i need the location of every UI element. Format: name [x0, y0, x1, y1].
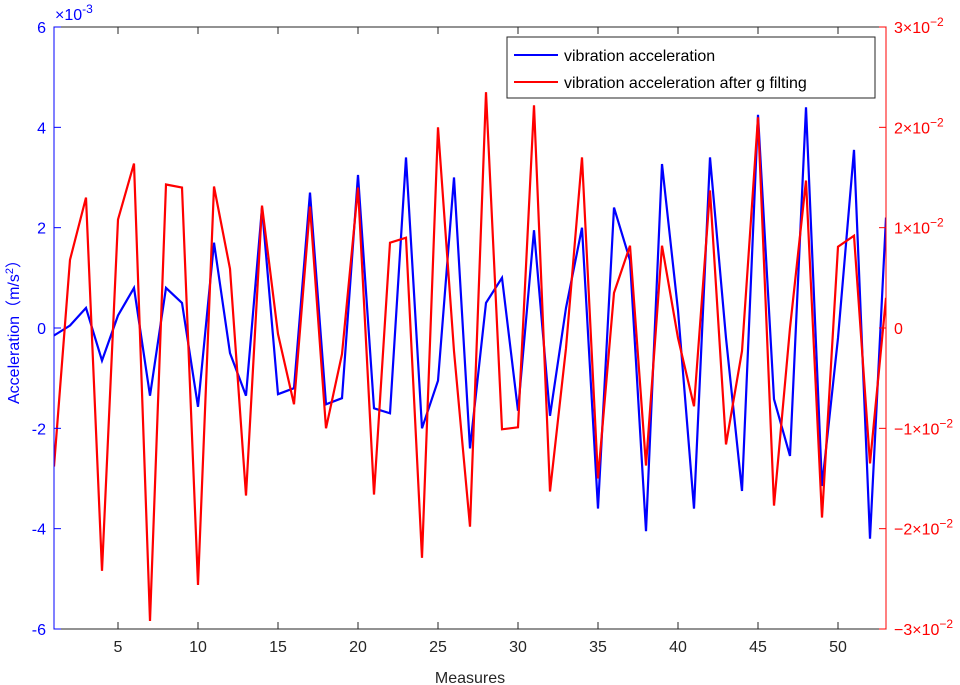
right-y-tick-label: −3×10−2	[894, 617, 953, 639]
legend-label-blue: vibration acceleration	[564, 48, 715, 65]
x-tick-label: 5	[114, 639, 123, 656]
series-line-after-g-filtering	[54, 92, 886, 622]
x-tick-label: 50	[829, 639, 847, 656]
left-y-tick-label: -4	[32, 522, 46, 539]
right-y-tick-label: 2×10−2	[894, 115, 944, 137]
left-y-tick-label: 6	[37, 20, 46, 37]
plot-background	[54, 27, 886, 629]
legend: vibration acceleration vibration acceler…	[506, 36, 876, 99]
axes-layer: 5 10 15 20 25 30 35 40 45 50 -6 -4 -2 0 2 4 6 −3×10−2 −2×1…	[32, 15, 954, 656]
series-line-vibration-acceleration	[54, 107, 886, 539]
x-axis-label: Measures	[435, 670, 505, 685]
left-axis-exponent-multiplier: ×10-3	[55, 2, 93, 24]
series-layer	[54, 92, 886, 622]
left-y-tick-label: 4	[37, 120, 46, 137]
right-y-tick-label: 3×10−2	[894, 15, 944, 37]
left-y-tick-label: 2	[37, 221, 46, 238]
x-tick-label: 45	[749, 639, 767, 656]
x-tick-label: 30	[509, 639, 527, 656]
right-y-tick-label: 0	[894, 321, 903, 338]
left-y-axis-label: Acceleration（m/s2）	[4, 252, 23, 404]
x-tick-label: 40	[669, 639, 687, 656]
legend-label-red: vibration acceleration after g filting	[564, 75, 807, 92]
right-y-tick-label: −1×10−2	[894, 416, 953, 438]
left-y-tick-label: -6	[32, 622, 46, 639]
x-tick-label: 25	[429, 639, 447, 656]
x-tick-label: 15	[269, 639, 287, 656]
right-y-tick-label: 1×10−2	[894, 216, 944, 238]
left-y-tick-label: -2	[32, 421, 46, 438]
right-y-tick-label: −2×10−2	[894, 517, 953, 539]
x-tick-label: 35	[589, 639, 607, 656]
x-tick-label: 20	[349, 639, 367, 656]
x-tick-label: 10	[189, 639, 207, 656]
legend-box	[506, 36, 876, 99]
left-y-tick-label: 0	[37, 321, 46, 338]
